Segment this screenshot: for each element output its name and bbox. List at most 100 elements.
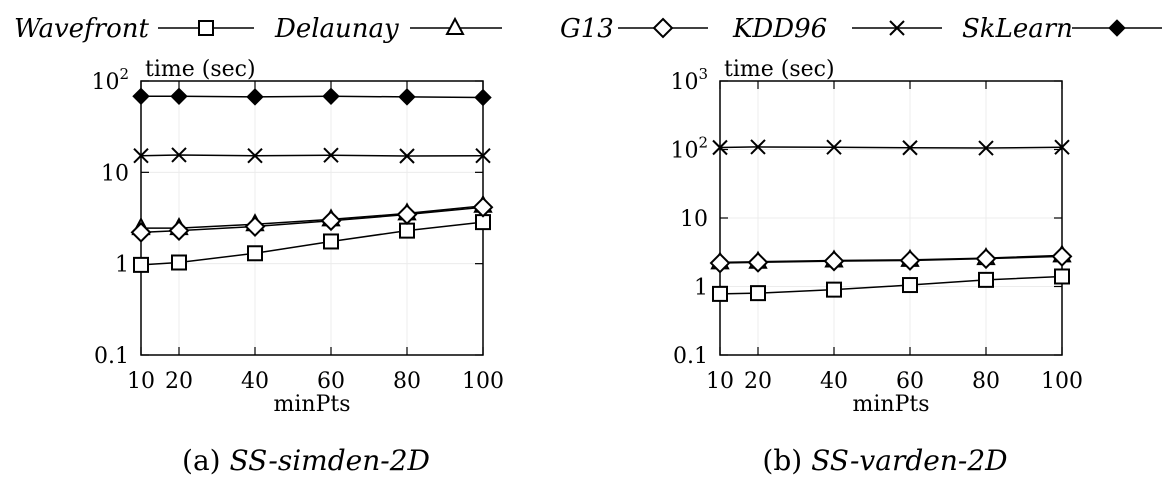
y-tick-label: 102 xyxy=(91,65,129,95)
data-point xyxy=(133,256,149,273)
data-point xyxy=(823,250,845,272)
legend-item-kdd96: KDD96 xyxy=(732,14,942,44)
chart-panel-b: 0.1 1 10 102 103 10 20 40 60 80 100 time (sec) minPt… xyxy=(670,57,1083,477)
data-point xyxy=(168,220,190,242)
legend-label: Wavefront xyxy=(14,14,149,44)
y-axis-label: time (sec) xyxy=(145,57,256,82)
y-tick-label: 103 xyxy=(670,65,708,95)
data-point xyxy=(323,147,339,163)
legend: Wavefront Delaunay G13 KDD96 SkLearn xyxy=(14,14,1162,44)
data-point xyxy=(133,148,149,164)
data-point xyxy=(747,251,769,273)
data-point xyxy=(475,148,491,164)
chart-panel-a: 0.1 1 10 102 10 20 40 60 80 100 time (sec) minPts (a… xyxy=(91,57,504,477)
data-point xyxy=(709,252,731,274)
data-point xyxy=(826,139,842,155)
data-point xyxy=(323,233,339,250)
x-tick-label: 80 xyxy=(972,369,1000,394)
legend-marker-triangle xyxy=(445,16,465,35)
x-tick-label: 40 xyxy=(820,369,848,394)
data-point xyxy=(472,196,494,218)
series-wavefront xyxy=(133,214,491,273)
x-tick-label: 10 xyxy=(127,369,155,394)
data-point xyxy=(899,250,921,271)
y-tick-label: 1 xyxy=(694,276,708,301)
legend-marker-diamond xyxy=(652,17,674,39)
data-point xyxy=(130,221,152,243)
data-point xyxy=(247,148,263,164)
x-tick-label: 20 xyxy=(744,369,772,394)
chart-caption: (a) SS-simden-2D xyxy=(182,444,430,477)
data-point xyxy=(750,139,766,155)
legend-item-g13: G13 xyxy=(560,14,708,44)
x-axis-label: minPts xyxy=(853,392,930,417)
y-tick-label: 10 xyxy=(101,161,129,186)
series-wavefront xyxy=(712,268,1070,302)
series-sklearn xyxy=(132,87,492,107)
series-line xyxy=(719,275,1063,295)
y-axis-label: time (sec) xyxy=(724,57,835,82)
data-point xyxy=(826,281,842,298)
legend-item-sklearn: SkLearn xyxy=(962,14,1162,44)
legend-label: G13 xyxy=(560,14,614,44)
y-tick-label: 1 xyxy=(115,253,129,278)
series-kdd96 xyxy=(133,147,491,164)
y-tick-label: 102 xyxy=(670,134,708,164)
x-tick-label: 40 xyxy=(241,369,269,394)
chart-caption: (b) SS-varden-2D xyxy=(762,444,1007,477)
data-point xyxy=(322,87,340,106)
data-point xyxy=(171,254,187,271)
plot-frame xyxy=(140,80,484,356)
x-tick-label: 80 xyxy=(393,369,421,394)
data-point xyxy=(398,88,416,106)
data-point xyxy=(1054,268,1070,285)
data-point xyxy=(975,248,997,270)
data-point xyxy=(902,140,918,156)
series-g13 xyxy=(130,196,494,243)
series-line xyxy=(719,146,1063,149)
y-tick-label: 0.1 xyxy=(94,344,129,369)
x-tick-label: 20 xyxy=(165,369,193,394)
legend-marker-square xyxy=(198,20,214,36)
y-tick-label: 10 xyxy=(680,207,708,232)
data-point xyxy=(246,88,264,106)
legend-label: Delaunay xyxy=(274,14,399,44)
data-point xyxy=(320,210,342,232)
series-line xyxy=(140,221,484,266)
data-point xyxy=(132,87,150,106)
data-point xyxy=(978,271,994,288)
data-point xyxy=(247,245,263,262)
legend-label: KDD96 xyxy=(732,14,827,44)
data-point xyxy=(712,139,728,156)
series-line xyxy=(141,205,484,229)
series-g13 xyxy=(709,245,1073,274)
legend-marker-cross xyxy=(889,20,905,36)
data-point xyxy=(750,285,766,302)
x-tick-label: 60 xyxy=(317,369,345,394)
data-point xyxy=(712,285,728,302)
series-line xyxy=(140,154,484,157)
data-point xyxy=(474,88,492,107)
x-tick-label: 100 xyxy=(1041,369,1083,394)
data-point xyxy=(399,222,415,239)
legend-item-wavefront: Wavefront xyxy=(14,14,254,44)
data-point xyxy=(396,204,418,225)
data-point xyxy=(171,147,187,163)
x-tick-label: 60 xyxy=(896,369,924,394)
legend-label: SkLearn xyxy=(962,14,1073,44)
legend-marker-filled-diamond xyxy=(1108,19,1126,37)
data-point xyxy=(1054,139,1070,155)
series-line xyxy=(141,95,484,99)
data-point xyxy=(399,148,415,164)
data-point xyxy=(244,216,266,237)
data-point xyxy=(902,277,918,294)
x-tick-label: 10 xyxy=(706,369,734,394)
x-axis-label: minPts xyxy=(274,392,351,417)
y-tick-label: 0.1 xyxy=(673,344,708,369)
data-point xyxy=(978,140,994,156)
x-tick-label: 100 xyxy=(462,369,504,394)
data-point xyxy=(170,87,188,106)
data-point xyxy=(1051,245,1073,267)
legend-item-delaunay: Delaunay xyxy=(274,14,502,44)
